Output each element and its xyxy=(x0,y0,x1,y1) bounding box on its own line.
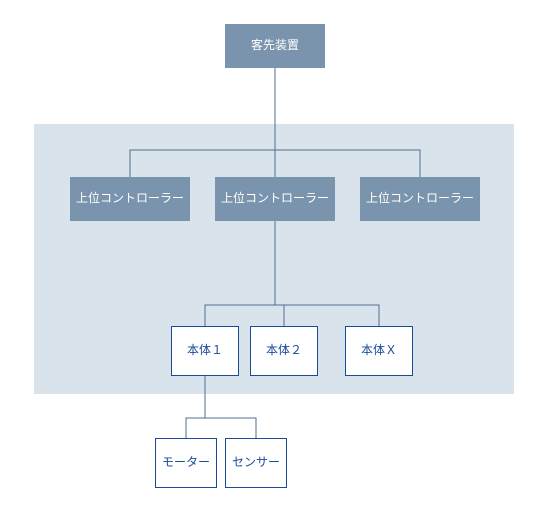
node-label: 本体Ｘ xyxy=(361,343,397,359)
node-label: 客先装置 xyxy=(251,38,299,54)
node-body2: 本体２ xyxy=(250,326,318,376)
node-ctrl-left: 上位コントローラー xyxy=(70,177,190,221)
node-ctrl-right: 上位コントローラー xyxy=(360,177,480,221)
node-label: 上位コントローラー xyxy=(221,191,329,207)
node-label: モーター xyxy=(162,455,210,471)
diagram-canvas: 客先装置上位コントローラー 上位コントローラー 上位コントローラー本体１ 本体２ 本体Ｘ… xyxy=(0,0,540,520)
node-root: 客先装置 xyxy=(225,24,325,68)
node-ctrl-mid: 上位コントローラー xyxy=(215,177,335,221)
node-label: 上位コントローラー xyxy=(76,191,184,207)
node-body1: 本体１ xyxy=(171,326,239,376)
node-sensor: センサー xyxy=(225,438,287,488)
node-motor: モーター xyxy=(155,438,217,488)
node-label: 本体１ xyxy=(187,343,223,359)
node-label: 本体２ xyxy=(266,343,302,359)
node-bodyx: 本体Ｘ xyxy=(345,326,413,376)
node-label: センサー xyxy=(232,455,280,471)
node-label: 上位コントローラー xyxy=(366,191,474,207)
